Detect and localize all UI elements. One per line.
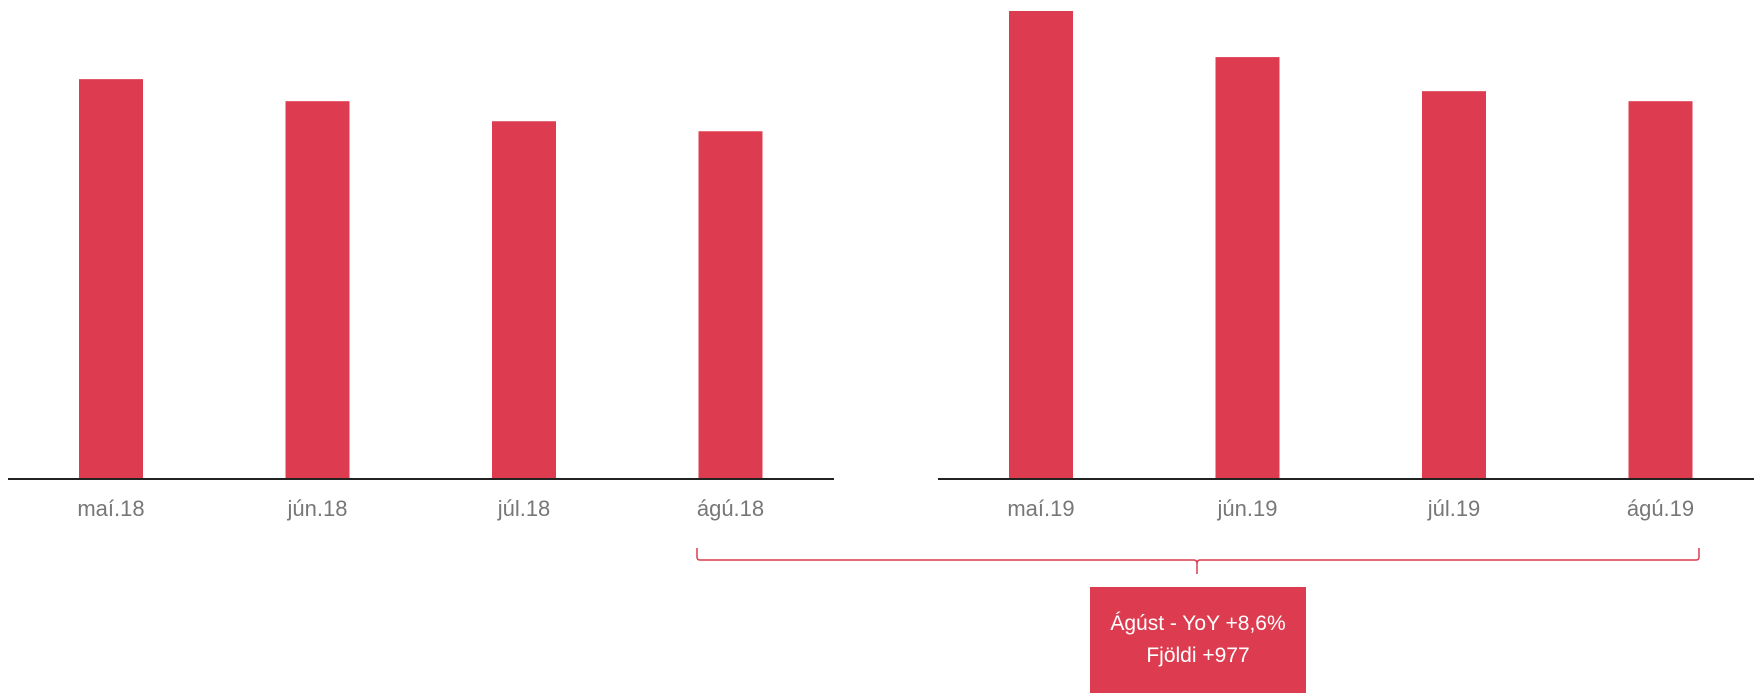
yoy-annotation-box: Ágúst - YoY +8,6% Fjöldi +977	[1090, 587, 1306, 693]
bar-jún.18	[285, 101, 350, 479]
bar-jún.19	[1215, 57, 1280, 479]
x-tick-label: maí.18	[77, 496, 144, 521]
x-tick-label: jún.19	[1217, 496, 1278, 521]
x-tick-label: júl.18	[497, 496, 551, 521]
annotation-line-1: Ágúst - YoY +8,6%	[1110, 612, 1286, 635]
x-tick-label: jún.18	[287, 496, 348, 521]
bar-júl.18	[492, 121, 556, 480]
bar-ágú.18	[698, 131, 763, 479]
x-tick-label: júl.19	[1427, 496, 1481, 521]
chart-panel-2018: maí.18 jún.18 júl.18 ágú.18	[8, 79, 834, 521]
x-tick-label: ágú.18	[697, 496, 764, 521]
bar-ágú.19	[1628, 101, 1693, 479]
comparison-bracket	[696, 548, 1700, 574]
bar-júl.19	[1422, 91, 1486, 480]
x-tick-label: maí.19	[1007, 496, 1074, 521]
bar-maí.19	[1009, 11, 1073, 479]
bar-maí.18	[79, 79, 143, 480]
annotation-line-2: Fjöldi +977	[1146, 644, 1250, 667]
x-tick-label: ágú.19	[1627, 496, 1694, 521]
chart-panel-2019: maí.19 jún.19 júl.19 ágú.19	[938, 11, 1754, 521]
